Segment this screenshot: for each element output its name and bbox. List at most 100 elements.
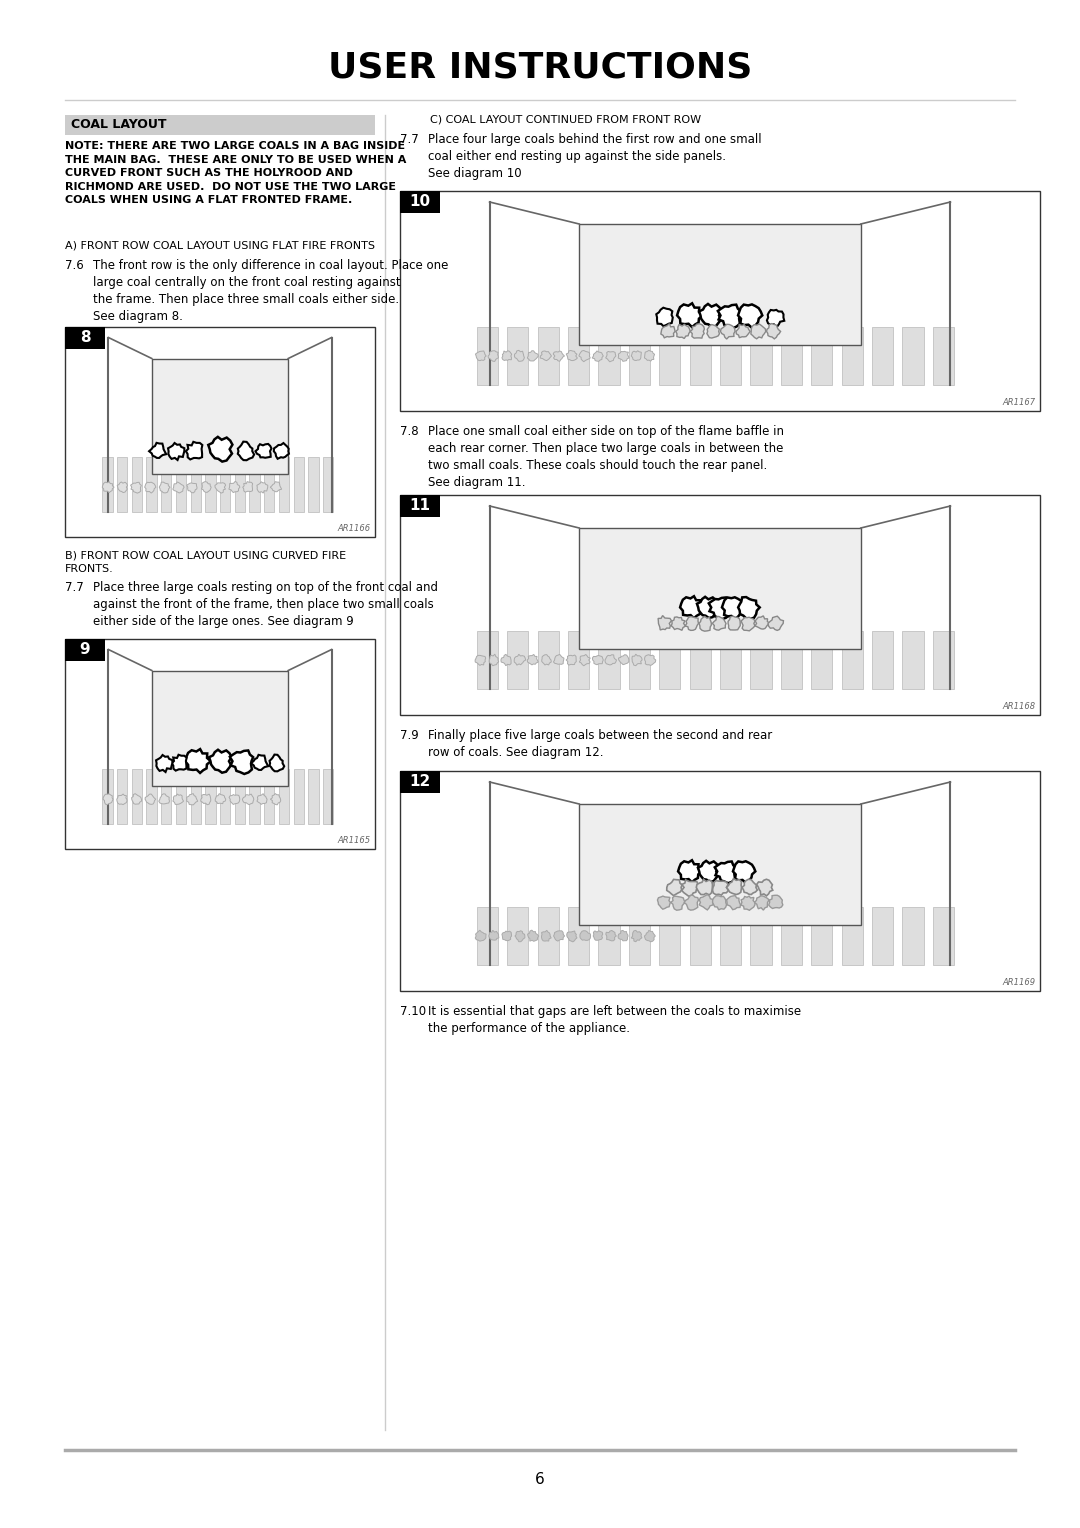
Polygon shape: [186, 442, 202, 460]
Bar: [508, 631, 528, 689]
Bar: [690, 631, 711, 689]
Polygon shape: [131, 483, 141, 494]
Polygon shape: [618, 931, 629, 941]
Bar: [234, 769, 245, 824]
Text: AR1165: AR1165: [338, 836, 372, 845]
Bar: [903, 631, 923, 689]
Polygon shape: [685, 617, 699, 631]
Text: 9: 9: [80, 642, 91, 657]
Polygon shape: [215, 793, 226, 804]
Polygon shape: [514, 654, 526, 665]
Polygon shape: [699, 894, 714, 909]
Bar: [65, 327, 375, 536]
Polygon shape: [238, 442, 254, 460]
Bar: [117, 769, 127, 824]
Polygon shape: [697, 879, 713, 895]
Bar: [476, 908, 498, 964]
Text: 10: 10: [409, 194, 431, 209]
Text: AR1169: AR1169: [1003, 978, 1036, 987]
Polygon shape: [619, 654, 629, 665]
Polygon shape: [658, 616, 672, 630]
Polygon shape: [631, 351, 642, 361]
Bar: [65, 639, 375, 850]
Bar: [205, 457, 216, 512]
Bar: [205, 769, 216, 824]
Polygon shape: [527, 351, 539, 361]
Polygon shape: [697, 597, 718, 617]
Bar: [65, 327, 105, 348]
Polygon shape: [769, 895, 783, 909]
Bar: [811, 908, 833, 964]
Bar: [117, 457, 127, 512]
Bar: [400, 495, 440, 516]
Polygon shape: [528, 931, 539, 941]
Polygon shape: [657, 307, 673, 325]
Polygon shape: [270, 793, 281, 805]
Bar: [152, 671, 288, 785]
Bar: [152, 359, 288, 474]
Polygon shape: [475, 351, 486, 361]
Polygon shape: [270, 755, 284, 772]
Polygon shape: [257, 793, 267, 804]
Polygon shape: [566, 350, 578, 361]
Polygon shape: [489, 654, 499, 666]
Polygon shape: [767, 310, 784, 327]
Bar: [568, 908, 590, 964]
Bar: [659, 908, 680, 964]
Bar: [294, 457, 303, 512]
Polygon shape: [707, 324, 719, 338]
Polygon shape: [680, 596, 704, 619]
Polygon shape: [229, 481, 240, 492]
Polygon shape: [658, 895, 671, 909]
Polygon shape: [527, 654, 538, 665]
Polygon shape: [645, 350, 654, 361]
Bar: [132, 457, 141, 512]
Bar: [933, 631, 954, 689]
Polygon shape: [502, 351, 512, 361]
Polygon shape: [210, 750, 231, 773]
Polygon shape: [755, 616, 770, 630]
Bar: [400, 495, 1040, 715]
Bar: [903, 327, 923, 385]
Polygon shape: [742, 879, 757, 894]
Polygon shape: [566, 656, 577, 665]
Polygon shape: [168, 443, 185, 460]
Polygon shape: [593, 931, 603, 940]
Polygon shape: [256, 445, 271, 458]
Bar: [161, 769, 172, 824]
Polygon shape: [737, 324, 751, 338]
Polygon shape: [567, 931, 577, 941]
Bar: [103, 457, 112, 512]
Polygon shape: [541, 931, 551, 941]
Polygon shape: [201, 795, 211, 805]
Text: 8: 8: [80, 330, 91, 345]
Bar: [279, 457, 289, 512]
Polygon shape: [645, 654, 656, 665]
Polygon shape: [270, 481, 282, 492]
Bar: [781, 327, 802, 385]
Bar: [659, 631, 680, 689]
Text: C) COAL LAYOUT CONTINUED FROM FRONT ROW: C) COAL LAYOUT CONTINUED FROM FRONT ROW: [430, 115, 701, 125]
Polygon shape: [489, 931, 499, 940]
Polygon shape: [540, 351, 552, 361]
Text: B) FRONT ROW COAL LAYOUT USING CURVED FIRE
FRONTS.: B) FRONT ROW COAL LAYOUT USING CURVED FI…: [65, 552, 346, 575]
Polygon shape: [757, 879, 773, 895]
Polygon shape: [202, 481, 212, 492]
Bar: [400, 191, 1040, 411]
Polygon shape: [677, 303, 703, 327]
Bar: [690, 327, 711, 385]
Bar: [690, 908, 711, 964]
Polygon shape: [684, 895, 699, 911]
Bar: [598, 631, 620, 689]
Polygon shape: [708, 597, 730, 619]
Text: 7.9: 7.9: [400, 729, 419, 743]
Bar: [598, 327, 620, 385]
Polygon shape: [738, 304, 762, 329]
Polygon shape: [632, 654, 643, 666]
Polygon shape: [751, 324, 766, 339]
Bar: [781, 908, 802, 964]
Text: 7.7: 7.7: [65, 581, 84, 594]
Bar: [147, 769, 157, 824]
Polygon shape: [173, 481, 184, 494]
Bar: [751, 908, 772, 964]
